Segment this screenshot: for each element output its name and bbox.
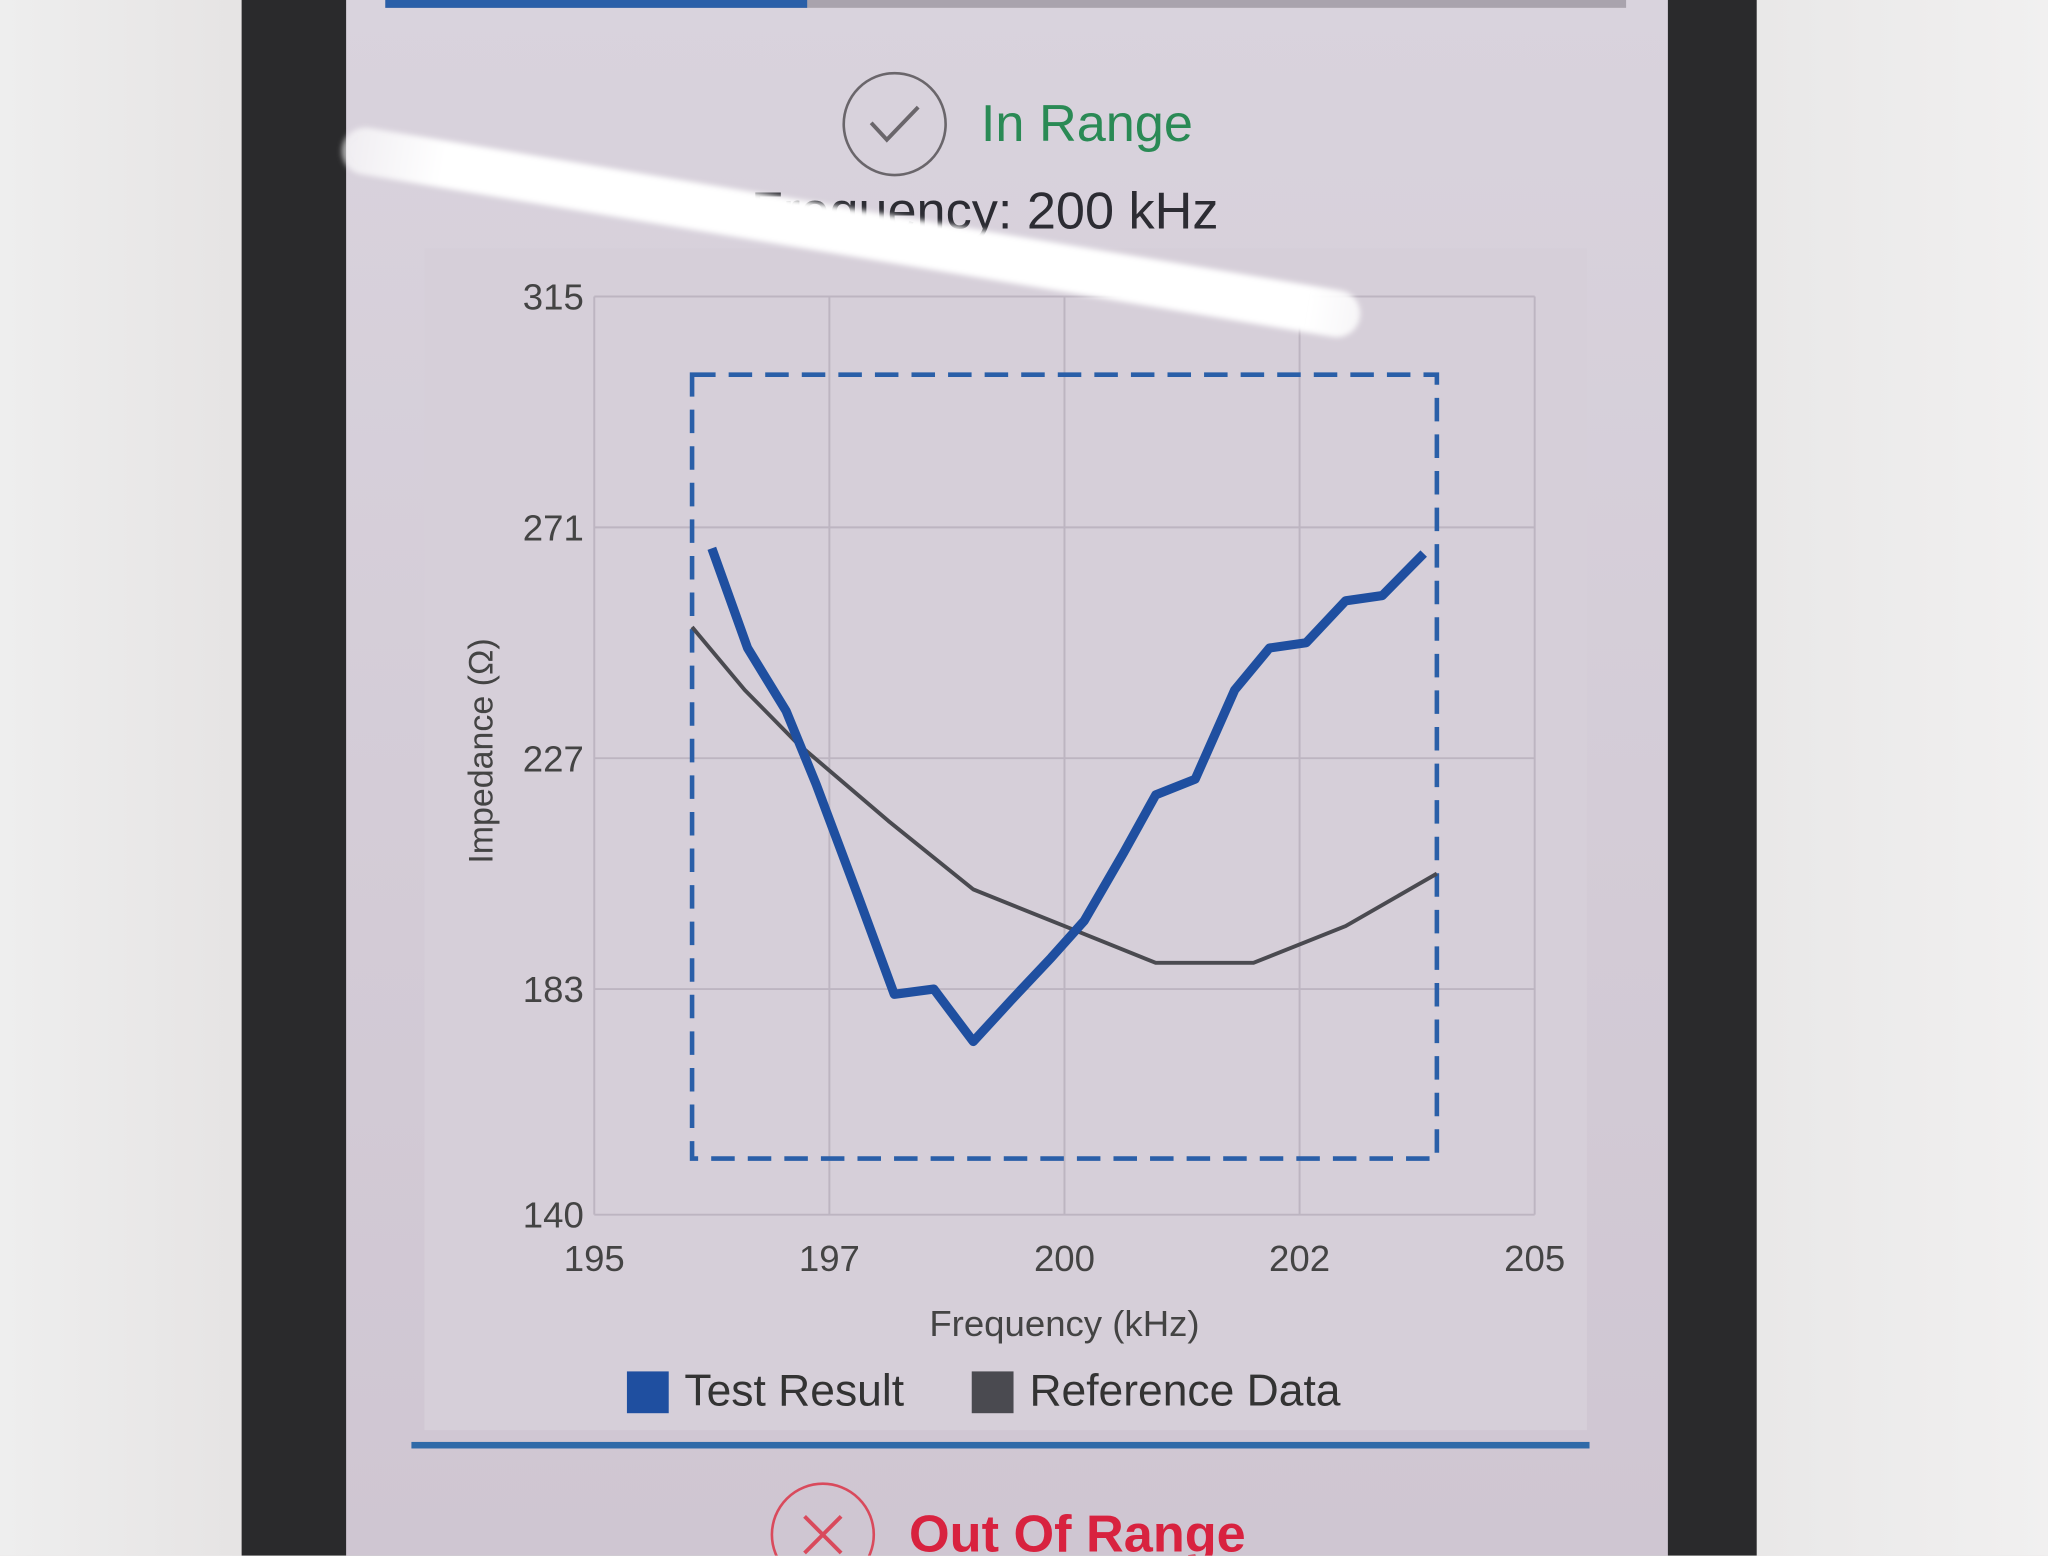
- y-tick-labels: 140 183 227 271 315: [523, 277, 584, 1236]
- y-axis-label: Impedance (Ω): [462, 638, 500, 863]
- legend-item-reference-data[interactable]: Reference Data: [971, 1366, 1341, 1417]
- y-tick-label: 140: [523, 1195, 584, 1236]
- y-tick-label: 227: [523, 738, 584, 779]
- x-tick-labels: 195 197 200 202 205: [564, 1238, 1565, 1279]
- legend-label: Reference Data: [1029, 1366, 1341, 1416]
- progress-bar: [385, 0, 1627, 8]
- phone-screen: In Range Frequency: 200 kHz 140 183 227 271…: [346, 0, 1668, 1556]
- x-tick-label: 202: [1269, 1238, 1330, 1279]
- legend-swatch-test-result: [626, 1370, 669, 1413]
- chart-legend: Test Result Reference Data: [626, 1366, 1341, 1417]
- section-divider: [411, 1441, 1590, 1449]
- legend-item-test-result[interactable]: Test Result: [626, 1366, 905, 1417]
- x-axis-label: Frequency (kHz): [929, 1303, 1199, 1344]
- y-tick-label: 183: [523, 969, 584, 1010]
- legend-label: Test Result: [684, 1366, 905, 1416]
- x-tick-label: 197: [799, 1238, 860, 1279]
- out-of-range-status: Out Of Range: [770, 1482, 1246, 1556]
- chart-panel: 140 183 227 271 315 195 197 200 202 205 Impedanc…: [424, 248, 1587, 1431]
- reference-data-line: [690, 625, 1438, 965]
- x-tick-label: 205: [1504, 1238, 1565, 1279]
- progress-fill: [385, 0, 808, 8]
- out-of-range-label: Out Of Range: [909, 1505, 1246, 1556]
- x-tick-label: 200: [1034, 1238, 1095, 1279]
- x-circle-icon: [770, 1482, 876, 1556]
- range-box: [689, 372, 1440, 1161]
- test-result-line: [707, 546, 1427, 1047]
- x-tick-label: 195: [564, 1238, 625, 1279]
- in-range-status: In Range: [842, 71, 1193, 177]
- check-circle-icon: [842, 71, 947, 177]
- grid: [593, 295, 1536, 1216]
- series-lines: [690, 546, 1438, 1047]
- in-range-label: In Range: [980, 94, 1193, 153]
- impedance-chart: 140 183 227 271 315 195 197 200 202 205 Impedanc…: [462, 277, 1565, 1345]
- y-tick-label: 271: [523, 507, 584, 548]
- legend-swatch-reference-data: [971, 1370, 1014, 1413]
- y-tick-label: 315: [523, 277, 584, 318]
